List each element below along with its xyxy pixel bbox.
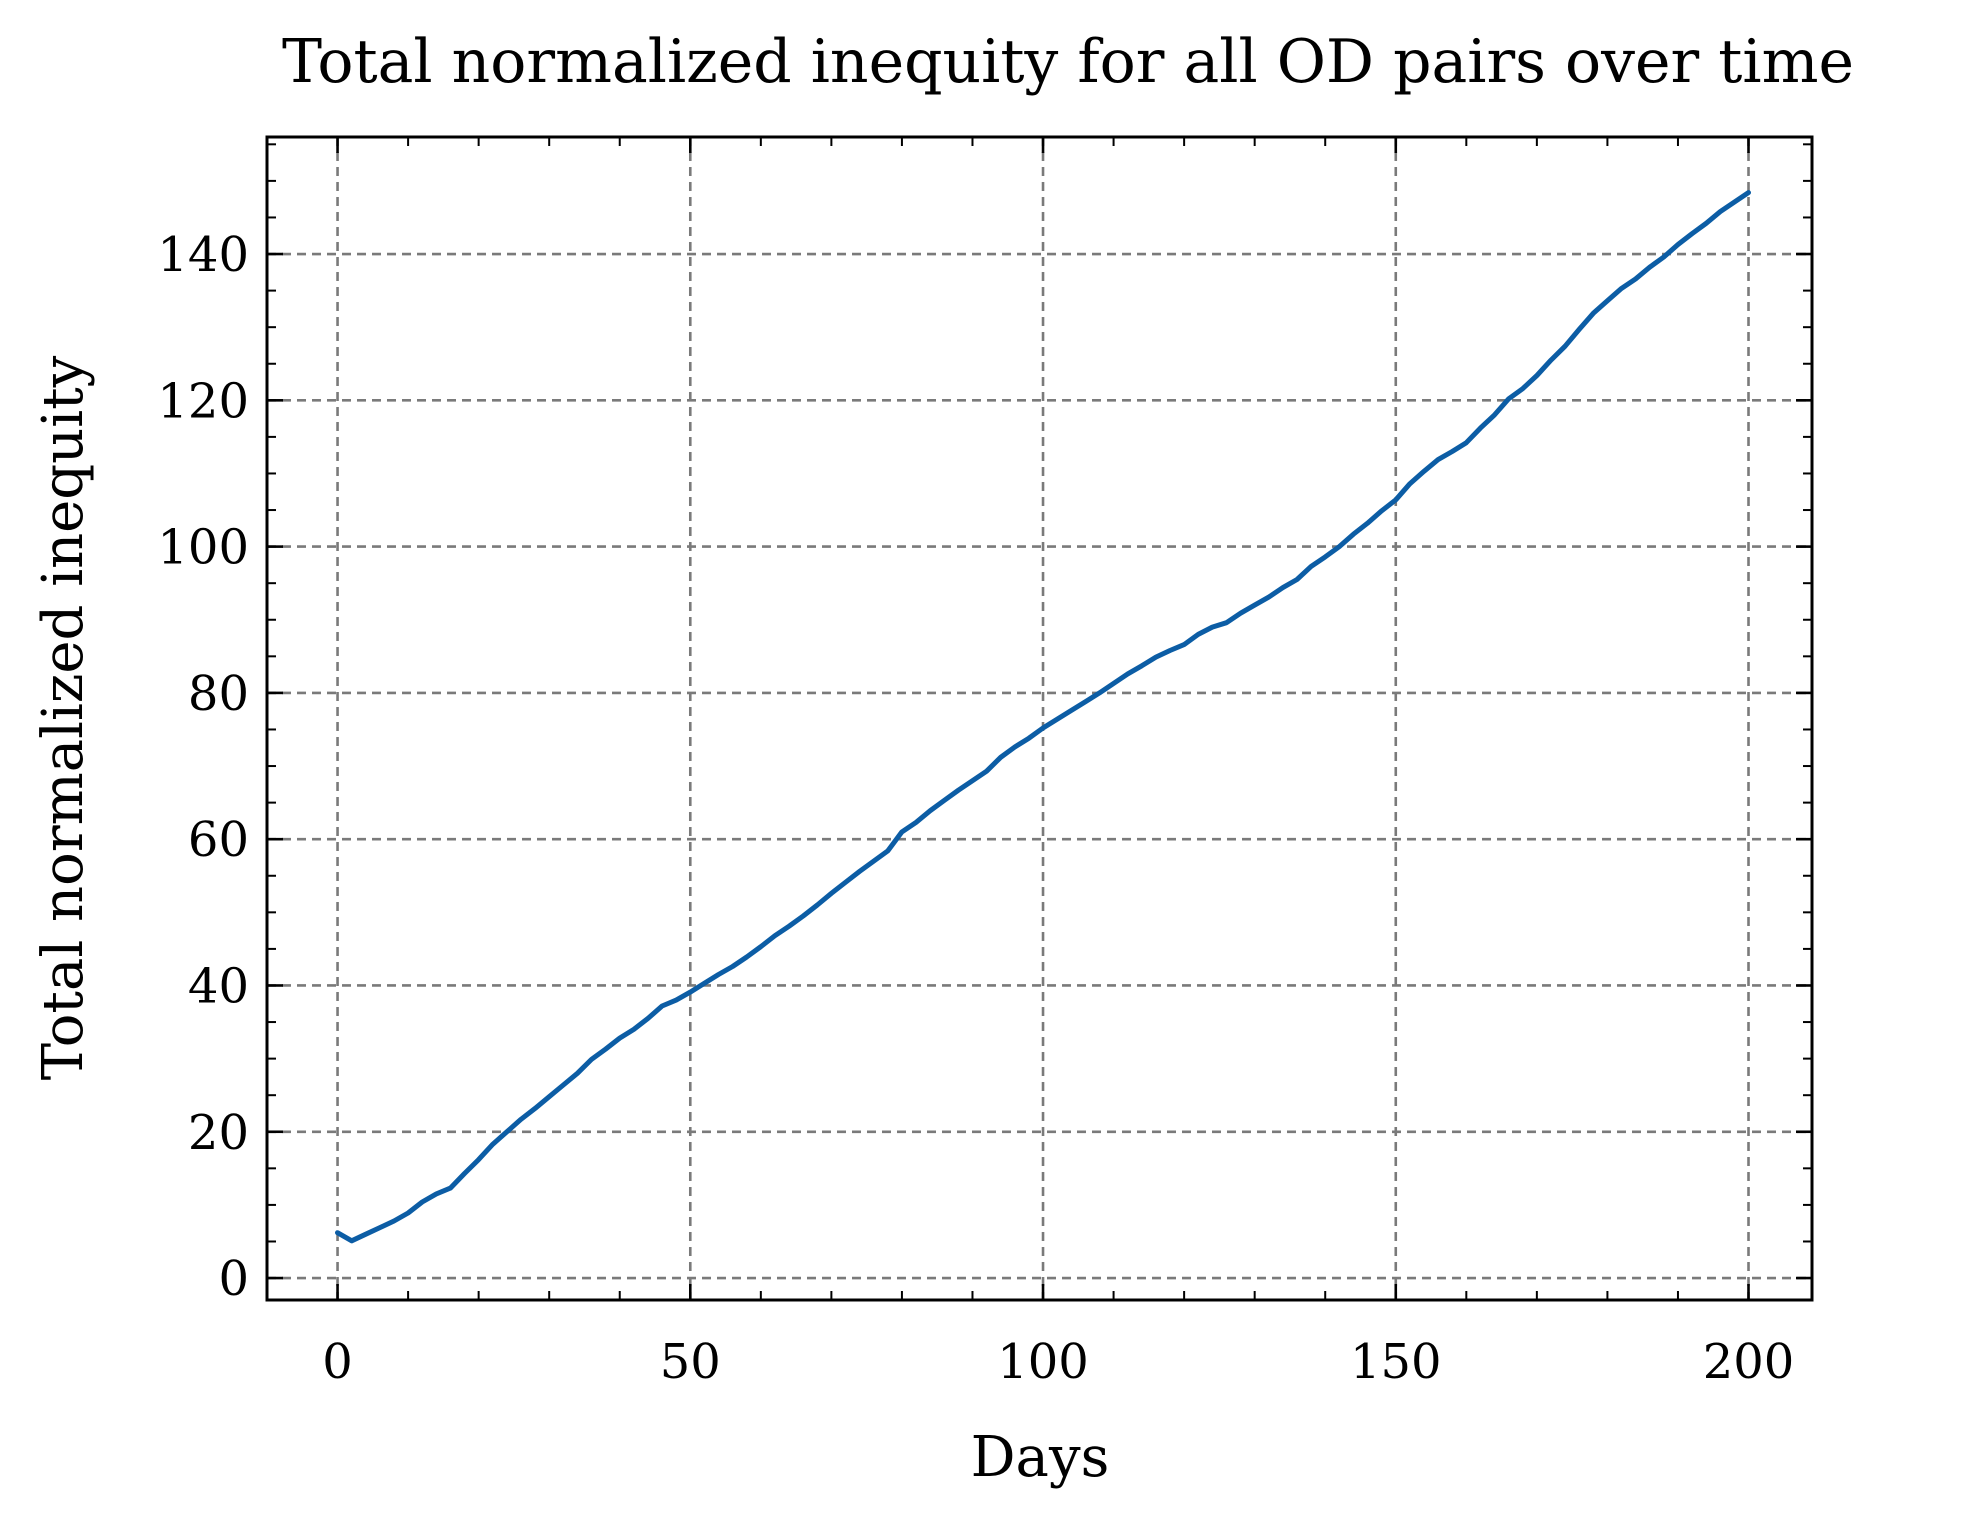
y-tick-label: 60: [188, 812, 249, 868]
y-axis-label: Total normalized inequity: [31, 355, 96, 1080]
x-tick-label: 50: [660, 1334, 721, 1390]
axis-ticks: [266, 137, 1812, 1300]
y-tick-label: 140: [157, 227, 249, 283]
x-tick-label: 150: [1350, 1334, 1442, 1390]
y-tick-label: 120: [157, 373, 249, 429]
x-tick-label: 0: [322, 1334, 353, 1390]
x-tick-labels: 0 50 100 150 200: [322, 1334, 1794, 1390]
grid-lines: [267, 137, 1812, 1300]
y-tick-label: 100: [157, 520, 249, 576]
series-layer: [335, 190, 1751, 1244]
y-tick-labels: 0 20 40 60 80 100 120 140: [157, 227, 249, 1307]
x-tick-label: 100: [997, 1334, 1089, 1390]
y-tick-label: 80: [188, 666, 249, 722]
y-tick-label: 0: [218, 1251, 249, 1307]
chart-title: Total normalized inequity for all OD pai…: [282, 27, 1854, 97]
x-tick-label: 200: [1703, 1334, 1795, 1390]
series-line: [335, 190, 1751, 1244]
plot-frame: [265, 135, 1814, 1302]
y-tick-label: 20: [188, 1105, 249, 1161]
x-axis-label: Days: [971, 1425, 1110, 1490]
y-tick-label: 40: [188, 958, 249, 1014]
